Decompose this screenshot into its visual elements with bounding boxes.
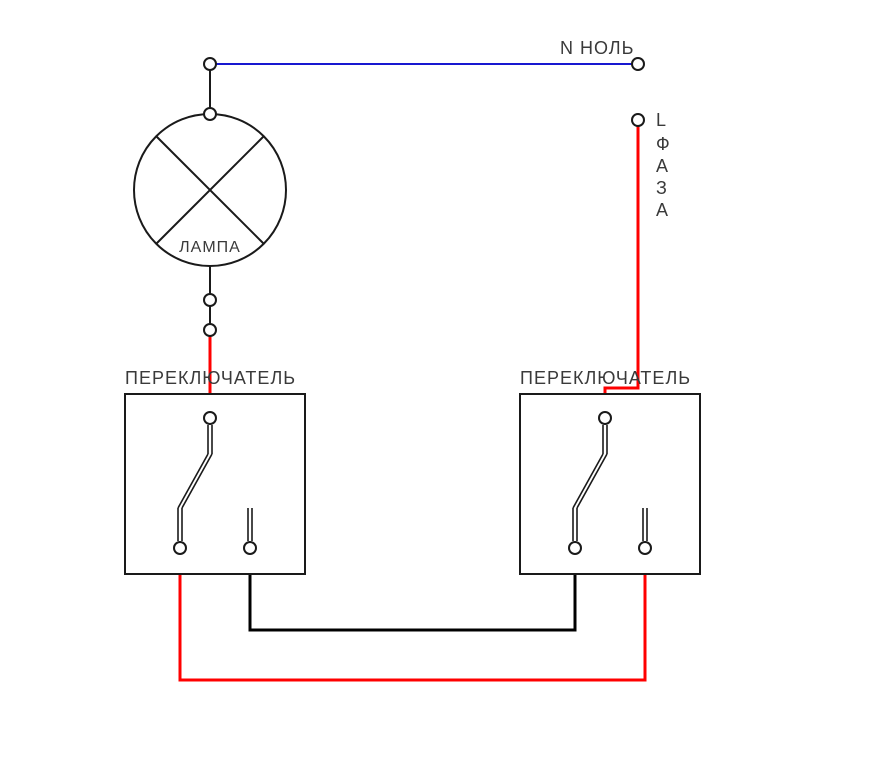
neutral-label: N НОЛЬ bbox=[560, 38, 634, 58]
switch-right-node-bottom-left bbox=[569, 542, 581, 554]
phase-label-char-0: Ф bbox=[656, 134, 671, 154]
node-phase-top bbox=[632, 114, 644, 126]
switch-left-node-bottom-right bbox=[244, 542, 256, 554]
wiring-diagram: ЛАМПАПЕРЕКЛЮЧАТЕЛЬПЕРЕКЛЮЧАТЕЛЬN НОЛЬLФА… bbox=[0, 0, 880, 768]
switch-right-node-top bbox=[599, 412, 611, 424]
node-neutral-right bbox=[632, 58, 644, 70]
node-neutral-left bbox=[204, 58, 216, 70]
phase-label-char-2: З bbox=[656, 178, 668, 198]
phase-label-char-1: А bbox=[656, 156, 669, 176]
node-lamp-to-switch bbox=[204, 324, 216, 336]
node-lamp-top bbox=[204, 108, 216, 120]
switch-right-node-bottom-right bbox=[639, 542, 651, 554]
phase-label-L: L bbox=[656, 110, 667, 130]
switch-left-label: ПЕРЕКЛЮЧАТЕЛЬ bbox=[125, 368, 296, 388]
switch-right-label: ПЕРЕКЛЮЧАТЕЛЬ bbox=[520, 368, 691, 388]
switch-left-node-top bbox=[204, 412, 216, 424]
switch-left-node-bottom-left bbox=[174, 542, 186, 554]
phase-label-char-3: А bbox=[656, 200, 669, 220]
lamp-label: ЛАМПА bbox=[179, 239, 241, 256]
node-lamp-bottom bbox=[204, 294, 216, 306]
